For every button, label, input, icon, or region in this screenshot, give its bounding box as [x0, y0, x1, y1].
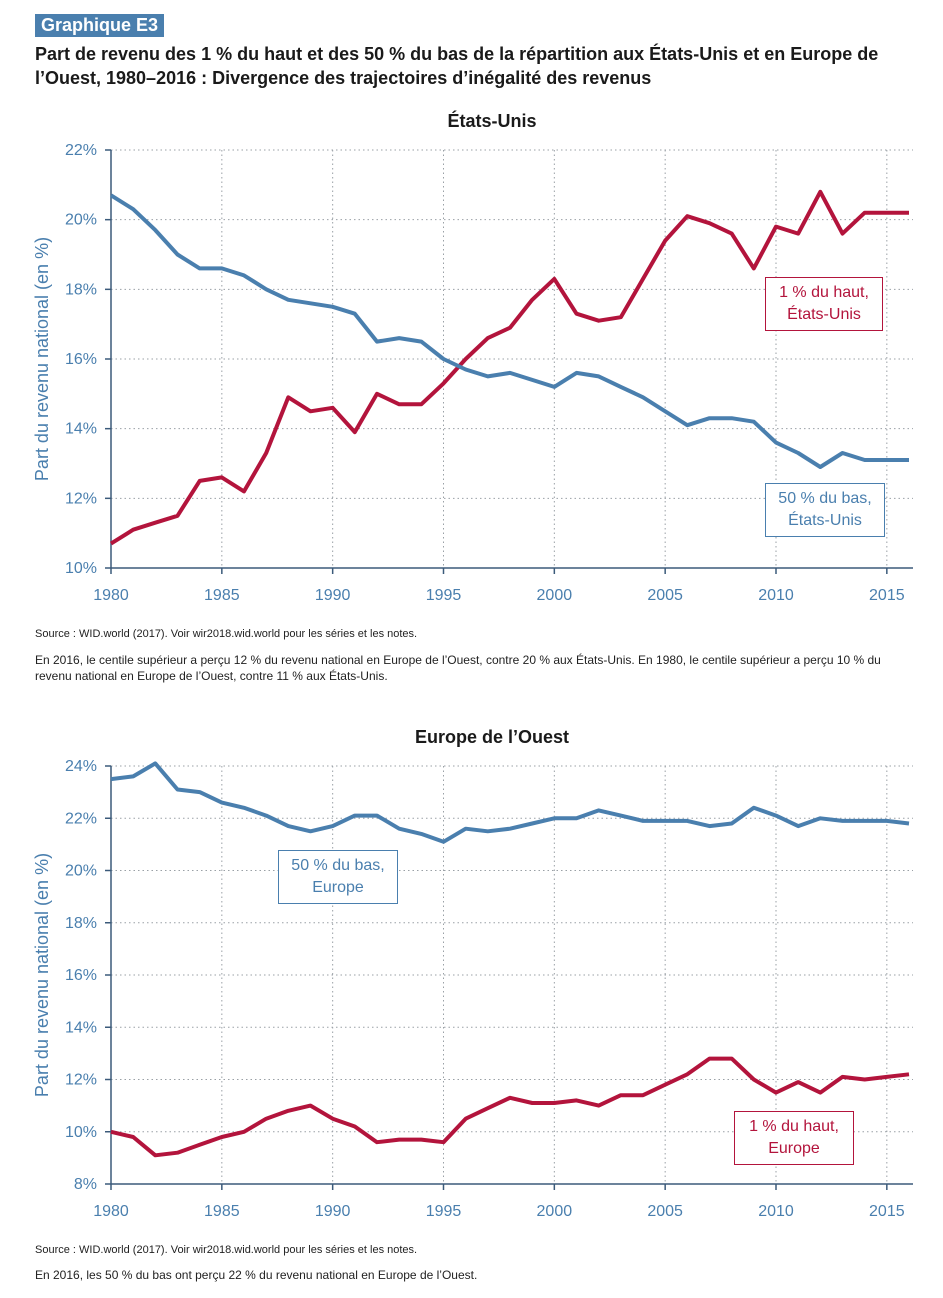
xtick-label: 1980: [93, 1203, 129, 1220]
y-axis-label: Part du revenu national (en %): [32, 853, 52, 1097]
chart-title: Europe de l’Ouest: [415, 727, 569, 747]
series-line-bottom50: [110, 761, 910, 844]
ytick-label: 22%: [65, 142, 97, 159]
ytick-label: 20%: [65, 212, 97, 229]
ytick-label: 24%: [65, 758, 97, 775]
label-top1-europe-text: 1 % du haut, Europe: [749, 1118, 839, 1157]
ytick-label: 10%: [65, 1124, 97, 1141]
figure-title: Part de revenu des 1 % du haut et des 50…: [35, 44, 879, 88]
label-bottom50-europe-text: 50 % du bas, Europe: [291, 857, 385, 896]
ytick-label: 16%: [65, 351, 97, 368]
ytick-label: 16%: [65, 967, 97, 984]
xtick-label: 1995: [426, 1203, 462, 1220]
ytick-label: 18%: [65, 281, 97, 298]
ytick-label: 10%: [65, 560, 97, 577]
y-axis-label: Part du revenu national (en %): [32, 237, 52, 481]
chart-us: États-Unis 10% 12% 14% 16% 18% 20% 22% 1980 1985 1…: [32, 110, 913, 604]
series-line-bottom50: [109, 193, 909, 469]
label-bottom50-us-text: 50 % du bas, États-Unis: [778, 490, 872, 529]
note-europe: En 2016, les 50 % du bas ont perçu 22 % …: [35, 1268, 478, 1282]
series-line-top1: [109, 189, 909, 546]
ytick-label: 14%: [65, 421, 97, 438]
ytick-label: 20%: [65, 863, 97, 880]
label-top1-us-text: 1 % du haut, États-Unis: [779, 284, 869, 323]
chart-title: États-Unis: [447, 110, 536, 131]
ytick-label: 12%: [65, 490, 97, 507]
chart-europe: Europe de l’Ouest 8% 10% 12% 14% 16% 18% 20% 22%…: [32, 727, 913, 1220]
series-line-top1: [110, 1056, 910, 1158]
xtick-label: 1995: [426, 587, 462, 604]
xtick-label: 2015: [869, 1203, 905, 1220]
xtick-label: 2010: [758, 1203, 794, 1220]
xtick-label: 1985: [204, 587, 240, 604]
xtick-label: 2005: [647, 587, 683, 604]
figure-badge: Graphique E3: [35, 14, 165, 37]
xtick-label: 2005: [647, 1203, 683, 1220]
note-us: En 2016, le centile supérieur a perçu 12…: [35, 653, 881, 683]
label-bottom50-europe: 50 % du bas, Europe: [278, 850, 398, 904]
xtick-label: 1980: [93, 587, 129, 604]
xtick-label: 2010: [758, 587, 794, 604]
xtick-label: 1990: [315, 1203, 351, 1220]
xtick-label: 2000: [537, 587, 573, 604]
source-europe: Source : WID.world (2017). Voir wir2018.…: [35, 1244, 418, 1256]
ytick-label: 22%: [65, 810, 97, 827]
source-us: Source : WID.world (2017). Voir wir2018.…: [35, 628, 418, 640]
xtick-label: 2000: [537, 1203, 573, 1220]
label-bottom50-us: 50 % du bas, États-Unis: [765, 483, 885, 537]
ytick-label: 12%: [65, 1072, 97, 1089]
xtick-label: 1985: [204, 1203, 240, 1220]
ytick-label: 14%: [65, 1019, 97, 1036]
ytick-label: 8%: [74, 1176, 97, 1193]
label-top1-europe: 1 % du haut, Europe: [734, 1111, 854, 1165]
label-top1-us: 1 % du haut, États-Unis: [765, 277, 883, 331]
xtick-label: 1990: [315, 587, 351, 604]
xtick-label: 2015: [869, 587, 905, 604]
ytick-label: 18%: [65, 915, 97, 932]
